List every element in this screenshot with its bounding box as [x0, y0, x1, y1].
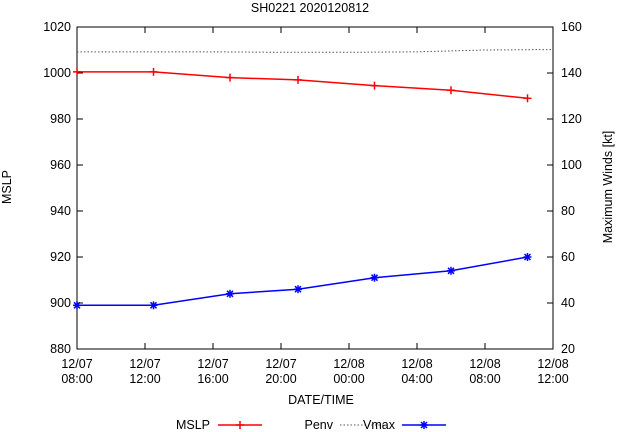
legend-sample-mslp [218, 421, 262, 429]
y-tick-label: 900 [50, 296, 71, 310]
y-axis-label: MSLP [0, 170, 14, 204]
x-tick-label-time: 16:00 [197, 372, 228, 386]
x-tick-label-time: 00:00 [333, 372, 364, 386]
x-tick-label-time: 08:00 [469, 372, 500, 386]
x-tick-label-date: 12/07 [61, 357, 92, 371]
y2-tick-label: 80 [561, 204, 575, 218]
y2-tick-label: 160 [561, 20, 582, 34]
plot-frame [76, 26, 554, 350]
legend-label-penv: Penv [305, 418, 334, 432]
x-tick-label-time: 12:00 [129, 372, 160, 386]
y2-tick-label: 140 [561, 66, 582, 80]
y-axis-left: 880 900 920 940 960 980 1000 1020 [43, 20, 83, 356]
series-layer [73, 49, 553, 310]
point-vmax [294, 285, 302, 294]
legend-sample-vmax [402, 421, 446, 429]
series-line-vmax [77, 256, 528, 307]
x-tick-label-date: 12/08 [401, 357, 432, 371]
legend-marker [236, 421, 244, 429]
x-tick-label-date: 12/07 [129, 357, 160, 371]
x-tick-label-time: 12:00 [537, 372, 568, 386]
x-tick-label-time: 20:00 [265, 372, 296, 386]
y2-tick-label: 40 [561, 296, 575, 310]
y-tick-label: 880 [50, 342, 71, 356]
y2-axis-label: Maximum Winds [kt] [601, 131, 615, 244]
legend-label-mslp: MSLP [176, 418, 210, 432]
point-mslp [73, 67, 81, 76]
x-tick-label-time: 08:00 [61, 372, 92, 386]
x-tick-label-date: 12/07 [197, 357, 228, 371]
point-vmax [370, 273, 379, 282]
series-line-mslp [77, 71, 528, 100]
x-tick-label-date: 12/08 [537, 357, 568, 371]
y-tick-label: 980 [50, 112, 71, 126]
point-mslp [447, 86, 455, 95]
x-tick-label-date: 12/07 [265, 357, 296, 371]
legend-label-vmax: Vmax [363, 418, 396, 432]
y-tick-label: 940 [50, 204, 71, 218]
series-line-penv [77, 49, 553, 53]
y2-tick-label: 120 [561, 112, 582, 126]
x-axis-label: DATE/TIME [288, 393, 354, 407]
x-axis: 12/0708:0012/0712:0012/0716:0012/0720:00… [61, 27, 569, 386]
point-mslp [226, 73, 234, 82]
point-vmax [447, 266, 455, 275]
y-tick-label: 920 [50, 250, 71, 264]
point-mslp [149, 67, 158, 76]
y-tick-label: 1000 [43, 66, 71, 80]
y-tick-label: 1020 [43, 20, 71, 34]
point-vmax [73, 301, 81, 310]
legend-marker [420, 421, 428, 429]
x-tick-label-date: 12/08 [333, 357, 364, 371]
x-tick-label-date: 12/08 [469, 357, 500, 371]
y2-tick-label: 60 [561, 250, 575, 264]
point-vmax [523, 253, 532, 261]
legend: MSLP Penv Vmax [176, 418, 446, 432]
y-axis-right: 20 40 60 80 100 120 140 160 [547, 20, 582, 356]
chart-title: SH0221 2020120812 [251, 1, 369, 15]
point-vmax [226, 289, 234, 298]
y-tick-label: 960 [50, 158, 71, 172]
point-mslp [370, 81, 379, 90]
y2-tick-label: 20 [561, 342, 575, 356]
point-vmax [149, 301, 158, 310]
x-tick-label-time: 04:00 [401, 372, 432, 386]
point-mslp [523, 94, 532, 103]
y2-tick-label: 100 [561, 158, 582, 172]
point-mslp [294, 75, 302, 84]
